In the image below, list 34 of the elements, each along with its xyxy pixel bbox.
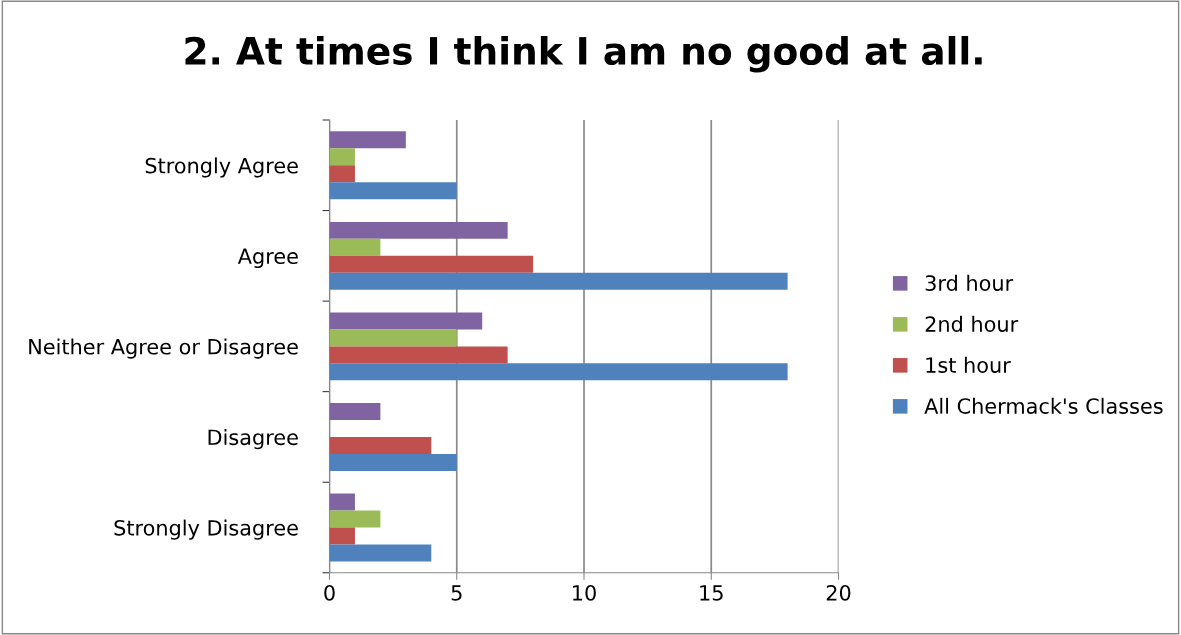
bar — [329, 510, 381, 528]
x-tick-label: 5 — [451, 585, 462, 601]
bar — [329, 238, 381, 256]
y-tick-label: Neither Agree or Disagree — [29, 338, 298, 359]
bar — [329, 363, 788, 381]
legend-label: 2nd hour — [925, 315, 1019, 332]
bar — [329, 312, 483, 330]
x-tick-label: 10 — [573, 584, 596, 601]
x-tick-label: 15 — [700, 585, 723, 601]
bar — [329, 544, 432, 562]
bar — [329, 165, 355, 183]
bar — [329, 436, 432, 454]
legend-label: All Chermack's Classes — [924, 397, 1163, 414]
bar — [329, 402, 381, 420]
chart-title: 2. At times I think I am no good at all. — [185, 35, 982, 73]
bar — [329, 329, 457, 347]
bar — [329, 272, 788, 290]
y-tick-label: Agree — [237, 248, 298, 269]
y-tick-label: Strongly Disagree — [114, 519, 298, 540]
y-tick-label: Disagree — [208, 429, 298, 450]
y-tick-label: Strongly Agree — [145, 157, 298, 178]
bar — [329, 131, 406, 149]
bar — [329, 255, 534, 273]
x-tick-label: 20 — [826, 584, 851, 601]
legend-label: 1st hour — [926, 356, 1011, 373]
bar — [329, 182, 457, 200]
bar — [329, 221, 508, 239]
bar — [329, 453, 457, 471]
x-tick-label: 0 — [324, 584, 335, 601]
bar — [329, 148, 355, 166]
bar — [329, 346, 508, 364]
legend-label: 3rd hour — [925, 274, 1014, 291]
bar — [329, 527, 355, 545]
bar — [329, 493, 355, 511]
